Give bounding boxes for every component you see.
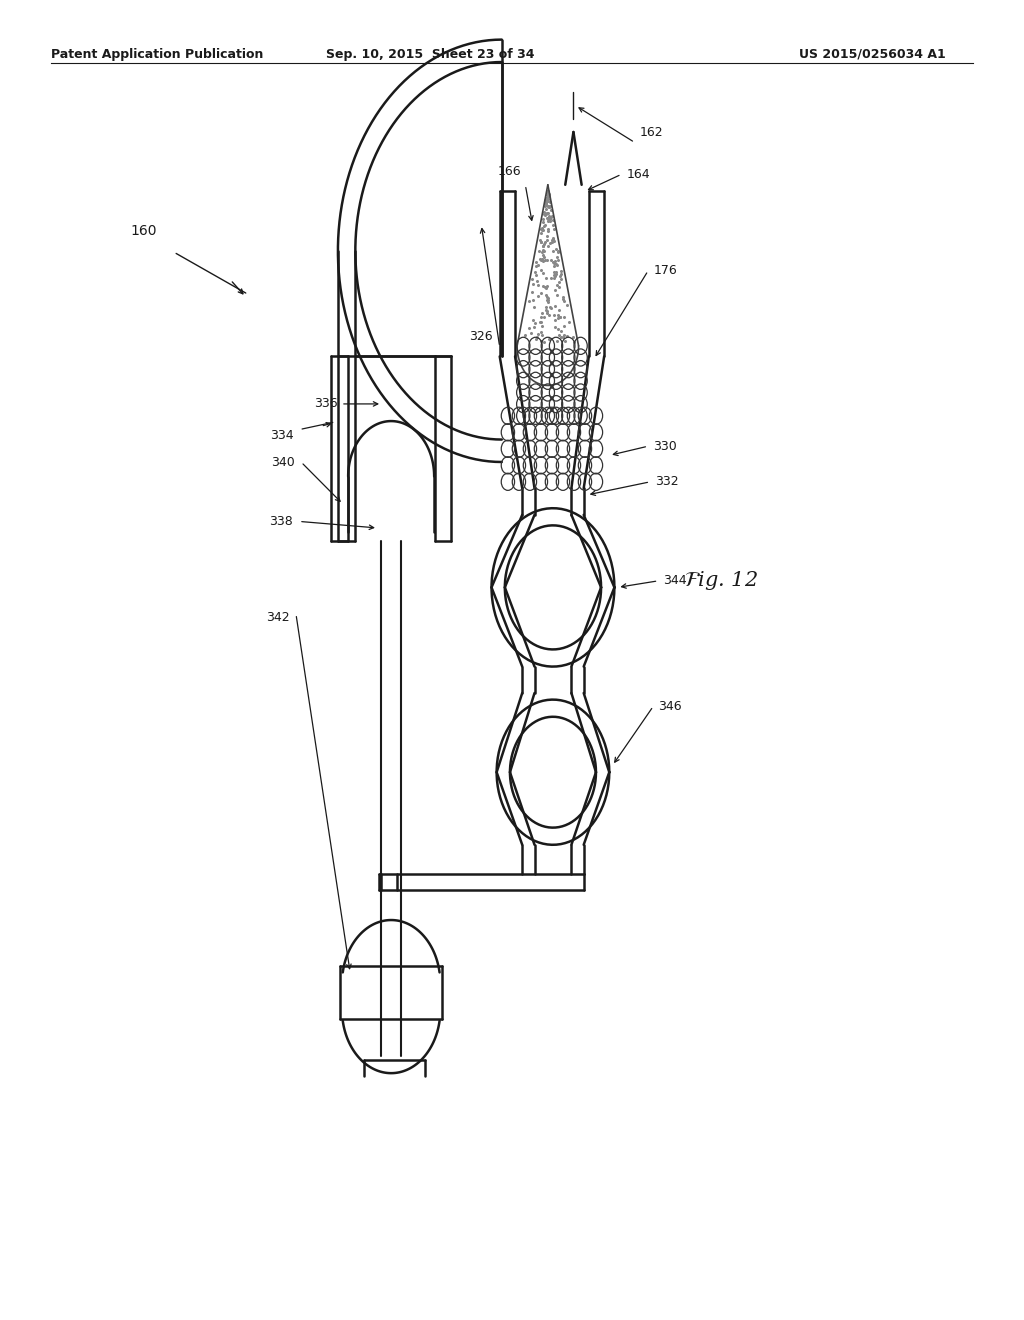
Text: 342: 342 — [265, 611, 290, 624]
Text: 344: 344 — [664, 574, 687, 587]
Text: 346: 346 — [658, 700, 682, 713]
Text: Sep. 10, 2015  Sheet 23 of 34: Sep. 10, 2015 Sheet 23 of 34 — [326, 48, 535, 61]
Text: 164: 164 — [627, 168, 650, 181]
Text: 330: 330 — [653, 440, 677, 453]
Text: Patent Application Publication: Patent Application Publication — [51, 48, 263, 61]
Text: 162: 162 — [640, 125, 664, 139]
Text: 326: 326 — [469, 330, 494, 343]
Text: US 2015/0256034 A1: US 2015/0256034 A1 — [799, 48, 945, 61]
Text: 166: 166 — [498, 165, 522, 178]
Text: 176: 176 — [653, 264, 677, 277]
Text: $\mathcal{F}$ig. 12: $\mathcal{F}$ig. 12 — [684, 569, 759, 593]
Text: 334: 334 — [269, 429, 294, 442]
Text: 160: 160 — [130, 224, 157, 238]
Text: 332: 332 — [655, 475, 679, 488]
Text: 340: 340 — [270, 455, 295, 469]
Text: 336: 336 — [313, 397, 338, 411]
Text: 338: 338 — [268, 515, 293, 528]
